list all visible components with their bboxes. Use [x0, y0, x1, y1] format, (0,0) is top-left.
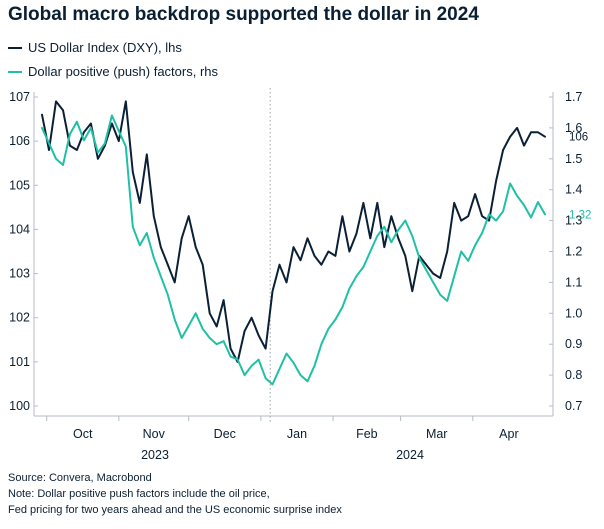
legend-item-dxy: US Dollar Index (DXY), lhs [8, 40, 182, 55]
legend-swatch-dxy [8, 46, 22, 49]
x-month-label: Apr [499, 427, 518, 441]
x-month-label: Dec [214, 427, 236, 441]
y-left-tick-label: 107 [9, 90, 30, 104]
dxy-series-line [41, 100, 546, 363]
chart-series [41, 100, 546, 386]
x-year-label-2024: 2024 [396, 448, 424, 462]
y-left-tick-label: 103 [9, 267, 30, 281]
source-note: Source: Convera, Macrobond [8, 472, 152, 484]
x-month-label: Nov [143, 427, 166, 441]
x-month-label: Oct [73, 427, 93, 441]
chart-labels: 100 101 102 103 104 105 106 107 0.7 0.8 0.9 1.0 1.1 1… [9, 90, 591, 462]
y-right-tick-label: 1.3 [565, 214, 582, 228]
y-right-tick-label: 1.5 [565, 152, 582, 166]
dxy-end-label: 106 [569, 132, 588, 144]
x-month-label: Mar [426, 427, 448, 441]
push-end-label: 1.32 [569, 209, 591, 221]
y-left-tick-label: 106 [9, 134, 30, 148]
push-factors-series-line [41, 114, 546, 386]
legend-item-push: Dollar positive (push) factors, rhs [8, 64, 218, 79]
y-right-tick-label: 1.0 [565, 306, 582, 320]
legend-label-dxy: US Dollar Index (DXY), lhs [28, 40, 182, 55]
y-right-tick-label: 1.7 [565, 90, 582, 104]
y-left-tick-label: 105 [9, 178, 30, 192]
legend-label-push: Dollar positive (push) factors, rhs [28, 64, 219, 79]
y-left-tick-label: 102 [9, 311, 30, 325]
y-right-tick-label: 0.8 [565, 368, 582, 382]
y-right-tick-label: 1.4 [565, 183, 582, 197]
x-year-label-2023: 2023 [141, 448, 169, 462]
legend-swatch-push [8, 70, 22, 73]
y-left-tick-label: 104 [9, 222, 30, 236]
y-right-tick-label: 1.2 [565, 245, 582, 259]
y-right-tick-label: 1.6 [565, 121, 582, 135]
y-left-tick-label: 100 [9, 399, 30, 413]
footnote-line-2: Fed pricing for two years ahead and the … [8, 504, 342, 516]
y-right-tick-label: 0.7 [565, 399, 582, 413]
y-right-tick-label: 1.1 [565, 275, 582, 289]
chart-axes [33, 88, 554, 424]
x-month-label: Feb [356, 427, 378, 441]
y-left-tick-label: 101 [9, 355, 30, 369]
x-month-label: Jan [287, 427, 307, 441]
y-right-tick-label: 0.9 [565, 337, 582, 351]
chart-title: Global macro backdrop supported the doll… [8, 4, 479, 25]
footnote-line-1: Note: Dollar positive push factors inclu… [8, 488, 270, 500]
